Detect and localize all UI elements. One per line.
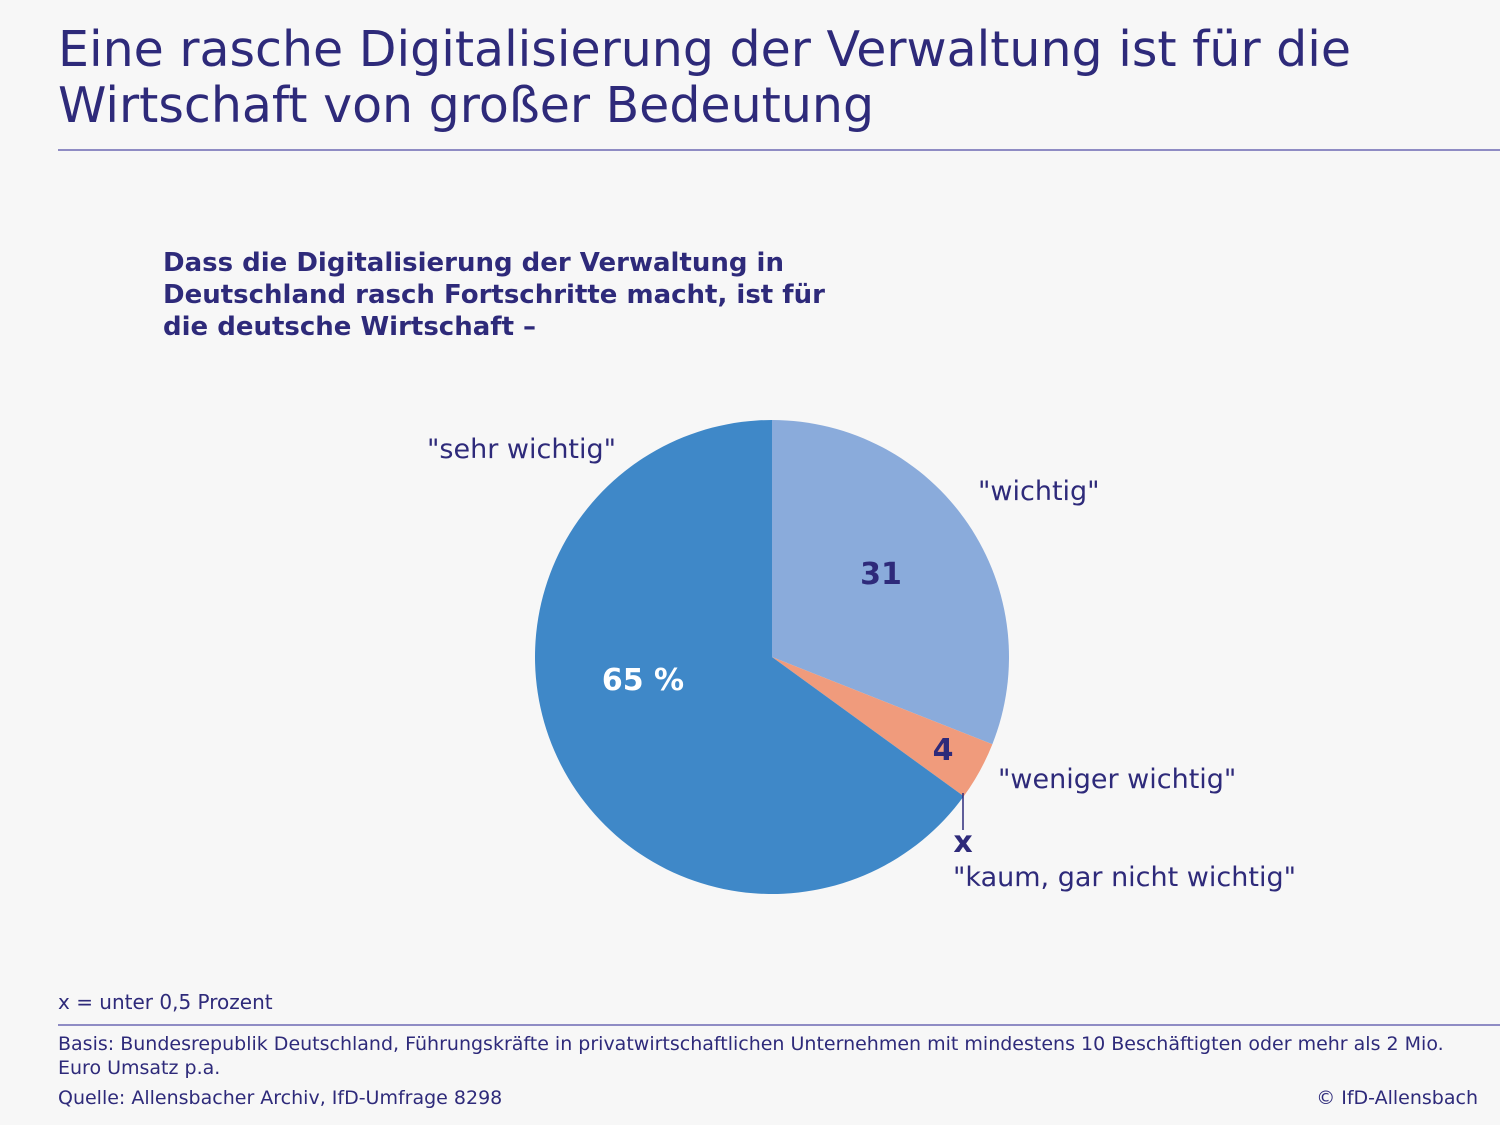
category-label-kaum-gar-nicht-wichtig: "kaum, gar nicht wichtig"	[953, 862, 1296, 893]
value-label-weniger-wichtig: 4	[933, 733, 954, 768]
footer-divider	[58, 1024, 1500, 1026]
category-label-sehr-wichtig: "sehr wichtig"	[427, 434, 616, 465]
source-note: Quelle: Allensbacher Archiv, IfD-Umfrage…	[58, 1087, 503, 1109]
category-label-wichtig: "wichtig"	[978, 476, 1100, 507]
footnote: x = unter 0,5 Prozent	[58, 990, 273, 1014]
pie-slice-weniger-wichtig	[772, 657, 993, 797]
pie-slices	[534, 420, 1009, 894]
chart-title: Eine rasche Digitalisierung der Verwaltu…	[58, 21, 1352, 134]
value-label-sehr-wichtig: 65 %	[602, 663, 684, 698]
basis-note: Basis: Bundesrepublik Deutschland, Führu…	[58, 1033, 1444, 1079]
survey-question: Dass die Digitalisierung der Verwaltung …	[163, 248, 825, 342]
value-label-wichtig: 31	[860, 557, 902, 592]
value-label-kaum-gar-nicht-wichtig: x	[953, 825, 972, 860]
title-divider	[58, 149, 1500, 151]
category-label-weniger-wichtig: "weniger wichtig"	[998, 764, 1236, 795]
copyright: © IfD-Allensbach	[1316, 1087, 1478, 1109]
pie-slice-wichtig	[772, 420, 1009, 745]
pie-slice-sehr-wichtig	[534, 420, 964, 894]
